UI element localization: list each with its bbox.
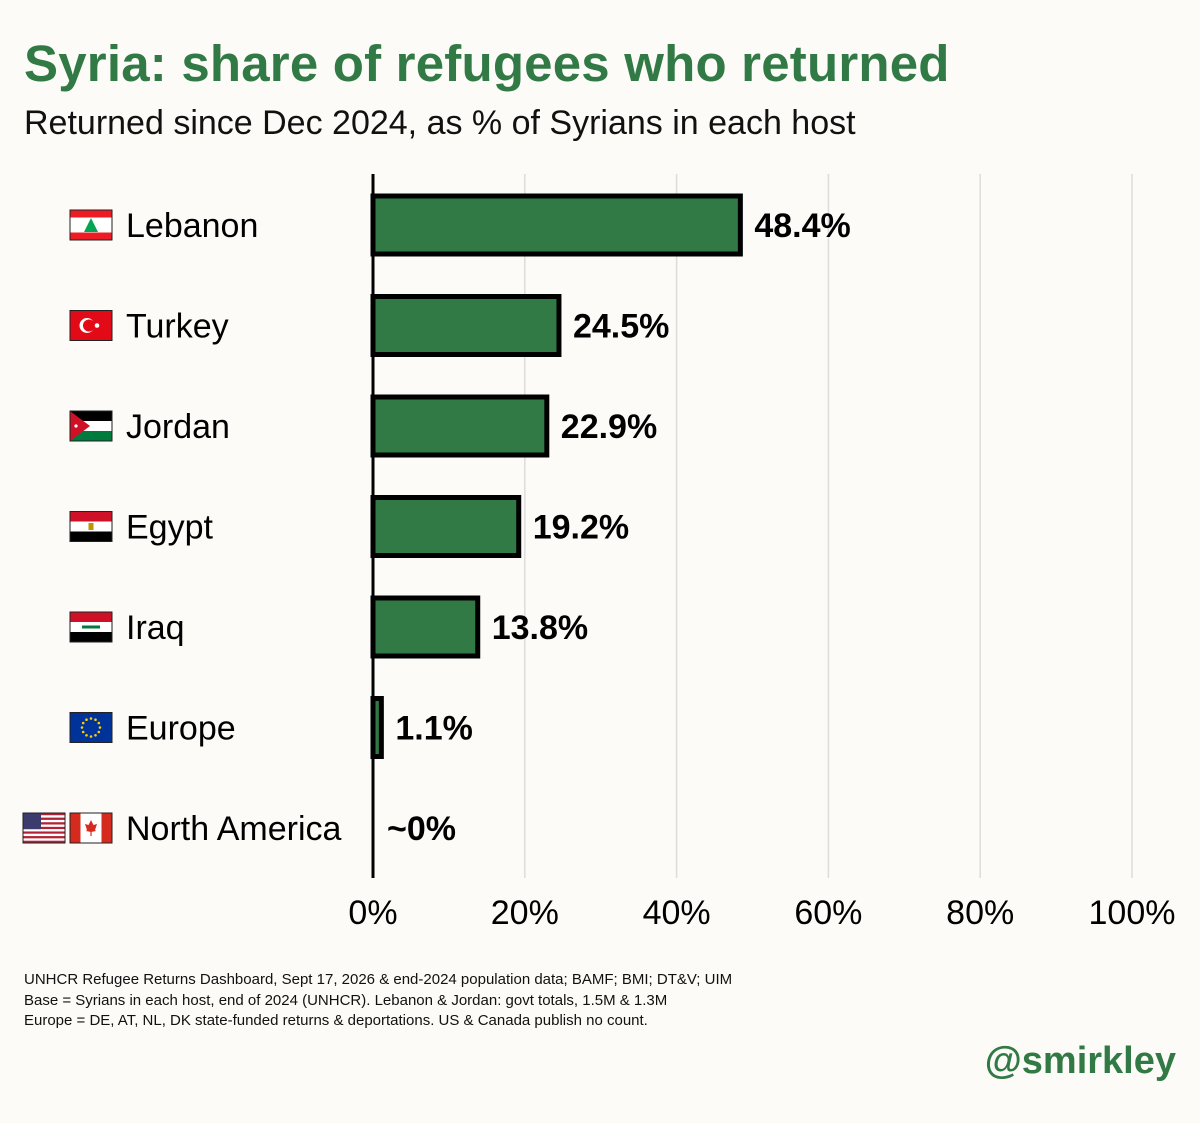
star-icon [85, 733, 88, 737]
chart-title: Syria: share of refugees who returned [24, 35, 950, 92]
flag-stripe [23, 840, 65, 844]
flag-canton [23, 813, 41, 830]
x-tick-label: 0% [348, 894, 397, 932]
value-label: 13.8% [492, 609, 588, 647]
x-tick-label: 40% [643, 894, 711, 932]
star-icon [94, 718, 97, 722]
bar-chart: 48.4% Lebanon 24.5% Turkey 22.9% Jordan 19.2% E… [22, 174, 1176, 932]
flag-stripe [70, 531, 112, 542]
star-icon [74, 424, 78, 428]
turkey-flag [69, 310, 113, 341]
source-line: Base = Syrians in each host, end of 2024… [24, 991, 668, 1009]
flag-stripe [70, 431, 112, 441]
category-label: Europe [126, 710, 236, 748]
star-icon [81, 721, 85, 725]
iraq-flag [69, 611, 113, 643]
maple-leaf-icon [85, 820, 97, 832]
bar [370, 193, 743, 257]
x-tick-label: 20% [491, 894, 559, 932]
flag-stripe [23, 838, 65, 841]
flag-stripe [70, 210, 112, 218]
cedar-icon [84, 218, 98, 232]
x-tick-label: 80% [946, 894, 1014, 932]
star-icon [89, 717, 93, 720]
takbir-icon [82, 625, 100, 629]
source-line: UNHCR Refugee Returns Dashboard, Sept 17… [24, 971, 733, 988]
star-icon [81, 730, 85, 734]
value-label: 48.4% [754, 207, 850, 245]
star-icon [80, 726, 84, 729]
flag-band [101, 813, 112, 843]
flag-stripe [23, 833, 65, 837]
star-icon [85, 718, 88, 722]
flag-border [69, 209, 113, 241]
flag-border [22, 812, 66, 844]
flag-stripe [70, 411, 112, 421]
flag-border [69, 712, 113, 743]
author-handle: @smirkley [984, 1040, 1176, 1082]
category-label: Jordan [126, 408, 230, 446]
bar [370, 595, 481, 659]
bar [370, 294, 562, 357]
source-line: Europe = DE, AT, NL, DK state-funded ret… [24, 1012, 648, 1029]
flag-border [69, 410, 113, 442]
flag-stripe [70, 511, 112, 522]
flag-triangle [70, 411, 90, 441]
flag-field [70, 712, 112, 743]
flag-stripe [70, 612, 112, 622]
flag-border [69, 310, 113, 341]
flag-stripe [70, 632, 112, 642]
jordan-flag [69, 410, 113, 442]
chart-subtitle: Returned since Dec 2024, as % of Syrians… [24, 104, 856, 142]
star-icon [89, 735, 93, 738]
egypt-flag [69, 511, 113, 542]
value-label: 19.2% [533, 509, 629, 547]
flag-stripe [23, 829, 65, 832]
flag-stripe [23, 831, 65, 834]
star-icon [94, 323, 100, 328]
value-label: 22.9% [561, 408, 657, 446]
star-icon [98, 726, 102, 729]
bar [370, 495, 522, 558]
flag-border [69, 812, 113, 844]
flag-border [69, 511, 113, 542]
category-label: Egypt [126, 509, 213, 547]
flag-stripe [23, 819, 65, 823]
lebanon-flag [69, 209, 113, 241]
flag-stripe [23, 826, 65, 830]
flag-band [70, 813, 81, 843]
flag-stripe [23, 824, 65, 827]
x-tick-label: 60% [794, 894, 862, 932]
maple-leaf-icon [90, 831, 92, 836]
source-note: UNHCR Refugee Returns Dashboard, Sept 17… [24, 970, 732, 1032]
value-label: 1.1% [395, 710, 473, 748]
category-label: Lebanon [126, 207, 258, 245]
flag-stripe [23, 822, 65, 825]
canada-flag [69, 812, 113, 844]
crescent-icon [83, 319, 95, 332]
flag-stripe [70, 232, 112, 240]
x-tick-label: 100% [1089, 894, 1176, 932]
category-label: North America [126, 810, 341, 848]
eu-flag [69, 712, 113, 743]
value-label: ~0% [387, 810, 456, 848]
bar [370, 394, 550, 458]
category-label: Turkey [126, 308, 229, 346]
flag-border [69, 611, 113, 643]
star-icon [97, 730, 101, 734]
category-label: Iraq [126, 609, 185, 647]
eagle-icon [88, 523, 94, 530]
flag-stripe [23, 817, 65, 820]
usa-flag [22, 812, 66, 844]
flag-stripe [23, 836, 65, 839]
star-icon [94, 733, 97, 737]
flag-stripe [70, 421, 112, 431]
star-icon [97, 721, 101, 725]
value-label: 24.5% [573, 308, 669, 346]
flag-stripe [23, 813, 65, 816]
flag-stripe [23, 815, 65, 818]
